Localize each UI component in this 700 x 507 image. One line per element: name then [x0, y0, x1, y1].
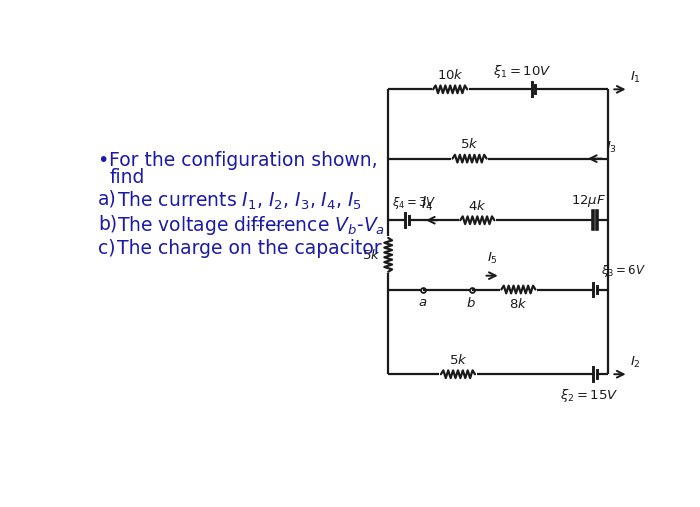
Text: $b$: $b$ [466, 296, 476, 310]
Text: $8k$: $8k$ [509, 297, 528, 311]
Text: a): a) [98, 190, 117, 208]
Text: $\xi_1 = 10V$: $\xi_1 = 10V$ [493, 63, 552, 80]
Text: $I_1$: $I_1$ [630, 70, 641, 86]
Text: $a$: $a$ [418, 296, 427, 309]
Text: $5k$: $5k$ [449, 352, 467, 367]
Text: The currents $\mathit{I}_1$, $\mathit{I}_2$, $\mathit{I}_3$, $\mathit{I}_4$, $\m: The currents $\mathit{I}_1$, $\mathit{I}… [117, 190, 362, 212]
Text: $\xi_4 = 3V$: $\xi_4 = 3V$ [392, 195, 437, 211]
Text: $I_4$: $I_4$ [421, 194, 433, 212]
Text: $5k$: $5k$ [461, 137, 479, 151]
Text: b): b) [98, 214, 118, 233]
Text: $5k$: $5k$ [362, 248, 381, 262]
Text: $10k$: $10k$ [437, 67, 463, 82]
Text: $\xi_3 = 6V$: $\xi_3 = 6V$ [601, 263, 645, 279]
Text: find: find [109, 168, 145, 187]
Text: $I_5$: $I_5$ [487, 251, 498, 267]
Text: $I_3$: $I_3$ [606, 140, 617, 155]
Text: The charge on the capacitor: The charge on the capacitor [117, 239, 382, 258]
Text: c): c) [98, 239, 116, 258]
Text: The voltage difference $\mathit{V_b}$-$\mathit{V_a}$: The voltage difference $\mathit{V_b}$-$\… [117, 214, 385, 237]
Text: $\xi_2 = 15V$: $\xi_2 = 15V$ [559, 386, 618, 404]
Text: •: • [97, 151, 108, 170]
Text: $I_2$: $I_2$ [630, 355, 640, 371]
Text: For the configuration shown,: For the configuration shown, [109, 151, 378, 170]
Text: $4k$: $4k$ [468, 199, 486, 212]
Text: $12\mu F$: $12\mu F$ [571, 194, 606, 209]
